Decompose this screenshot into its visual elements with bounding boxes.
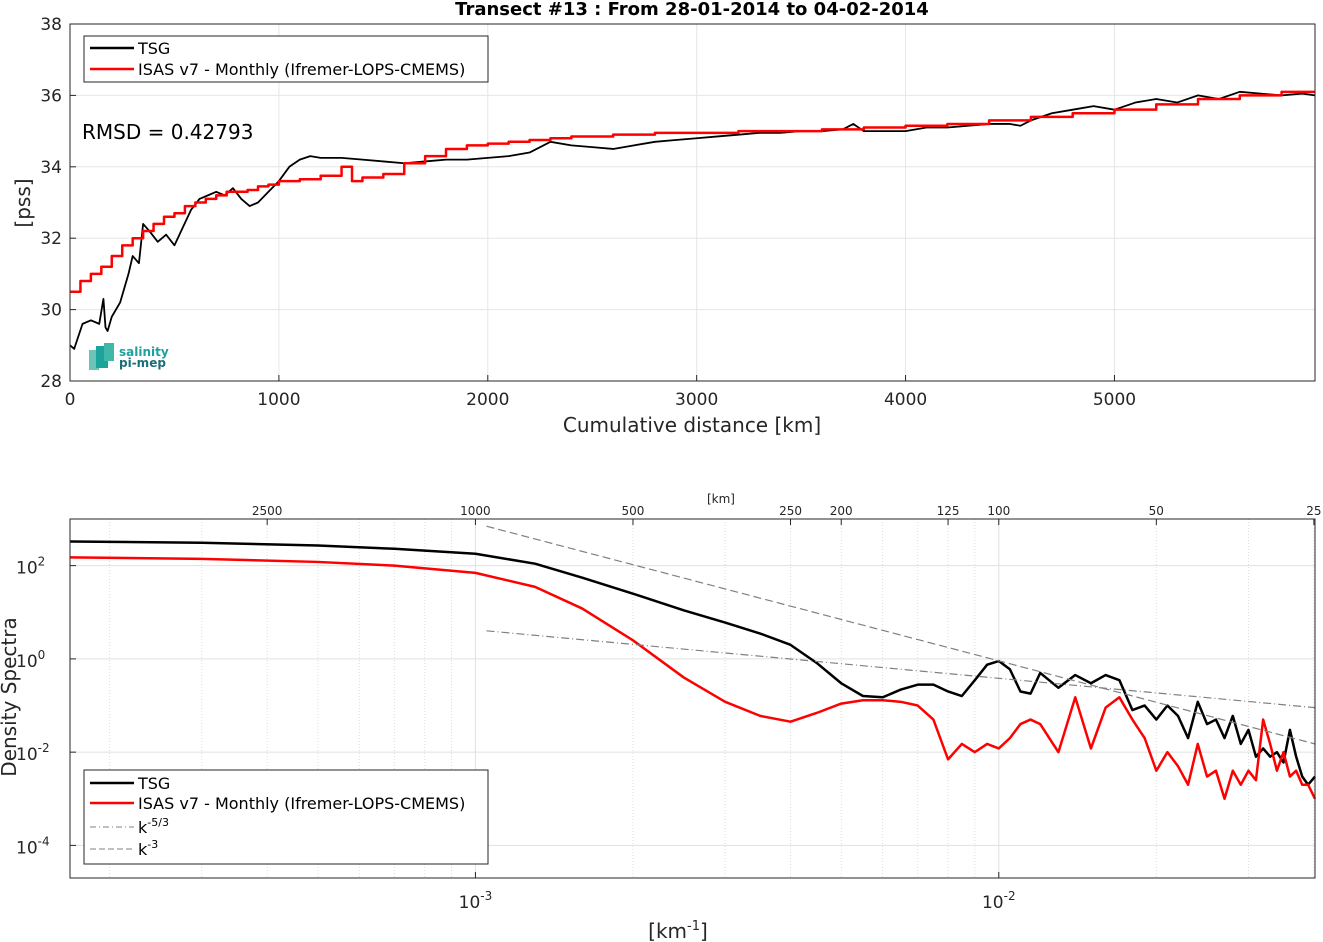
top-y-tick-label-5: 38 xyxy=(40,15,62,35)
bottom-top-tick-label-8: 25 xyxy=(1306,504,1321,518)
top-y-tick-label-2: 32 xyxy=(40,229,62,249)
bottom-legend-tsg-label: TSG xyxy=(137,774,170,793)
bottom-y-tick-label-1: 10-2 xyxy=(16,741,50,765)
logo-line1: salinity xyxy=(119,345,169,359)
salinity-transect-chart: Transect #13 : From 28-01-2014 to 04-02-… xyxy=(11,0,1316,437)
k3-base: k xyxy=(138,840,148,859)
top-y-tick-label-4: 36 xyxy=(40,86,62,106)
bottom-top-axis-ticks: 2500 1000 500 250 200 125 100 50 25 xyxy=(252,504,1322,525)
bottom-series-line-3 xyxy=(486,525,1316,745)
top-y-tick-label-1: 30 xyxy=(40,301,62,321)
top-y-axis-label: [pss] xyxy=(11,178,35,227)
top-x-tick-label-2: 2000 xyxy=(466,390,509,410)
bottom-top-tick-label-4: 200 xyxy=(830,504,853,518)
top-legend-isas-label: ISAS v7 - Monthly (Ifremer-LOPS-CMEMS) xyxy=(138,60,465,79)
logo-cube-right xyxy=(104,343,114,361)
k3-exp: -3 xyxy=(147,838,158,851)
density-spectra-chart: 10-3 10-2 10-4 10-2 100 102 2500 1000 500 250 20… xyxy=(0,492,1322,942)
bottom-x-ticks: 10-3 10-2 xyxy=(459,872,1016,913)
bottom-top-tick-label-0: 2500 xyxy=(252,504,283,518)
bottom-top-tick-label-3: 250 xyxy=(779,504,802,518)
bottom-x-tick-label-1: 10-2 xyxy=(982,889,1016,913)
top-x-tick-label-1: 1000 xyxy=(257,390,300,410)
rmsd-annotation: RMSD = 0.42793 xyxy=(82,120,253,144)
top-x-tick-label-5: 5000 xyxy=(1093,390,1136,410)
bottom-top-tick-label-7: 50 xyxy=(1149,504,1164,518)
top-legend: TSG ISAS v7 - Monthly (Ifremer-LOPS-CMEM… xyxy=(83,35,489,83)
top-y-tick-label-0: 28 xyxy=(40,372,62,392)
top-x-axis-label: Cumulative distance [km] xyxy=(563,413,821,437)
bottom-legend: TSG ISAS v7 - Monthly (Ifremer-LOPS-CMEM… xyxy=(83,769,489,865)
bottom-series-line-2 xyxy=(486,630,1316,709)
top-x-tick-label-3: 3000 xyxy=(675,390,718,410)
bottom-x-axis-label-base: [km xyxy=(648,919,687,942)
top-series xyxy=(69,90,1316,350)
bottom-top-tick-label-6: 100 xyxy=(987,504,1010,518)
bottom-series-line-0 xyxy=(69,540,1316,786)
bottom-y-ticks: 10-4 10-2 100 102 xyxy=(16,555,76,858)
logo-line2: pi-mep xyxy=(119,356,166,370)
bottom-series-line-1 xyxy=(69,556,1317,801)
top-x-tick-label-4: 4000 xyxy=(884,390,927,410)
top-x-tick-label-0: 0 xyxy=(65,390,76,410)
logo-cube-left xyxy=(89,350,99,370)
bottom-legend-isas-label: ISAS v7 - Monthly (Ifremer-LOPS-CMEMS) xyxy=(138,794,465,813)
top-axis-unit-label: [km] xyxy=(707,492,735,506)
bottom-x-axis-label: [km-1] xyxy=(648,919,708,942)
bottom-top-tick-label-1: 1000 xyxy=(460,504,491,518)
bottom-top-tick-label-5: 125 xyxy=(937,504,960,518)
bottom-legend-k3-label: k-3 xyxy=(138,838,158,859)
bottom-x-axis-label-exp: -1 xyxy=(687,919,700,934)
bottom-legend-box xyxy=(83,769,489,865)
bottom-series xyxy=(69,525,1317,801)
bottom-y-tick-label-3: 102 xyxy=(16,555,45,579)
bottom-y-tick-label-0: 10-4 xyxy=(16,834,50,858)
top-y-ticks: 28 30 32 34 36 38 xyxy=(40,15,76,392)
k53-base: k xyxy=(138,818,148,837)
bottom-x-tick-label-0: 10-3 xyxy=(459,889,493,913)
salinity-pi-mep-logo: salinity pi-mep xyxy=(89,343,169,370)
bottom-legend-k53-label: k-5/3 xyxy=(138,816,169,837)
top-legend-box xyxy=(83,35,489,83)
bottom-top-tick-label-2: 500 xyxy=(622,504,645,518)
chart-title: Transect #13 : From 28-01-2014 to 04-02-… xyxy=(455,0,929,20)
top-legend-tsg-label: TSG xyxy=(137,39,170,58)
bottom-y-tick-label-2: 100 xyxy=(16,648,45,672)
top-y-tick-label-3: 34 xyxy=(40,158,62,178)
bottom-y-axis-label: Density Spectra xyxy=(0,617,21,776)
top-x-ticks: 0 1000 2000 3000 4000 5000 xyxy=(65,375,1136,410)
k53-exp: -5/3 xyxy=(147,816,169,829)
top-series-line-1 xyxy=(70,90,1315,293)
